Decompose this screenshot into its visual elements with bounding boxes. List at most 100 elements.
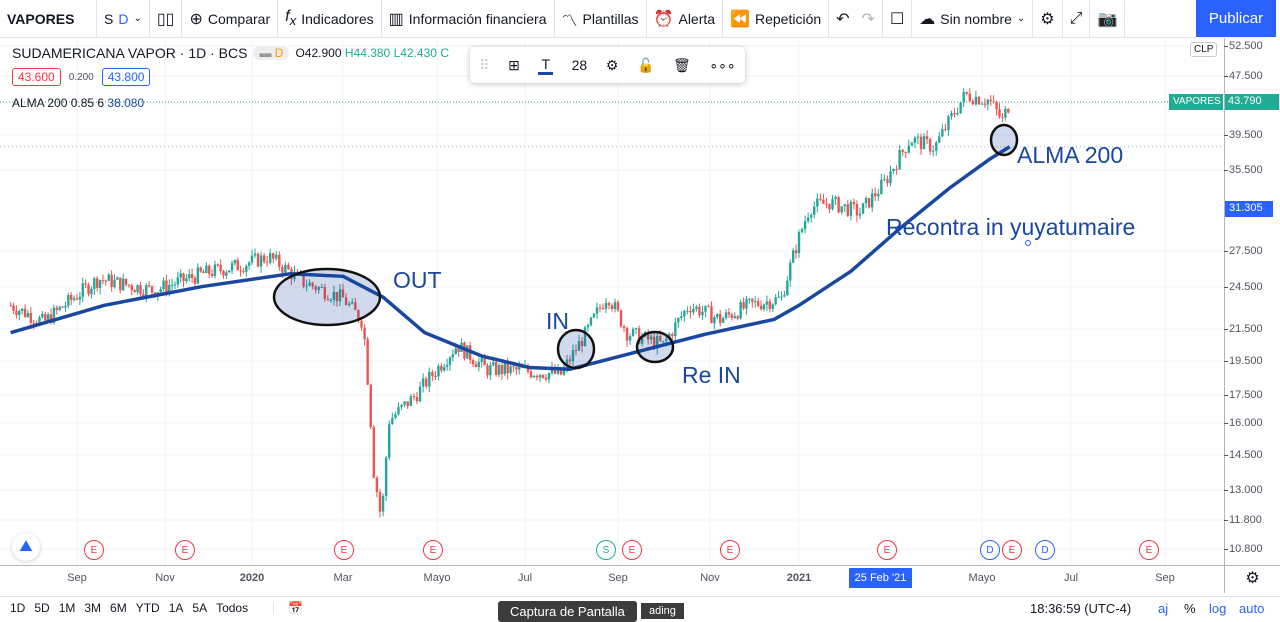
range-button[interactable]: Todos (216, 601, 249, 615)
candle-body (544, 377, 548, 380)
goto-date-icon[interactable]: 📅 (273, 601, 303, 615)
candle-body (64, 305, 67, 308)
event-marker[interactable]: E (1002, 540, 1022, 560)
range-button[interactable]: 5D (34, 601, 50, 615)
chart-pane[interactable] (0, 38, 1224, 565)
layout-button[interactable]: ☐ (883, 0, 913, 37)
event-marker[interactable]: E (84, 540, 104, 560)
gear-icon[interactable]: ⚙ (605, 56, 619, 73)
layout-name-button[interactable]: ☁ Sin nombre ⌄ (912, 0, 1034, 37)
bid-button[interactable]: 43.600 (12, 68, 61, 86)
drawing-floating-toolbar: ⠿ ⊞ T 28 ⚙ 🔓 🗑 ∘∘∘ (470, 47, 745, 83)
text-color-icon[interactable]: T (538, 56, 554, 75)
candle-body (874, 193, 877, 197)
candle-body (302, 274, 305, 287)
font-size-button[interactable]: 28 (571, 57, 588, 73)
event-marker[interactable]: E (175, 540, 195, 560)
event-marker[interactable]: E (877, 540, 897, 560)
candle-body (864, 197, 868, 204)
candle-body (188, 274, 191, 279)
range-button[interactable]: YTD (135, 601, 160, 615)
candle-body (448, 357, 452, 365)
ask-button[interactable]: 43.800 (101, 68, 151, 86)
price-axis[interactable]: 52.500 47.500 39.500 35.500 27.500 24.500 21.5… (1224, 38, 1280, 565)
price-tick-label: 21.500 (1224, 323, 1263, 335)
event-marker[interactable]: E (622, 540, 642, 560)
log-toggle[interactable]: log (1209, 600, 1227, 616)
annotation-out[interactable]: OUT (393, 267, 442, 293)
candle-body (428, 371, 431, 387)
event-marker[interactable]: E (1139, 540, 1159, 560)
candle-body (631, 328, 635, 336)
range-button[interactable]: 1D (10, 601, 26, 615)
event-marker[interactable]: D (1035, 540, 1055, 560)
candle-body (222, 270, 225, 276)
more-icon[interactable]: ∘∘∘ (709, 56, 736, 73)
symbol-search[interactable]: VAPORES (0, 0, 97, 37)
candle-body (646, 332, 650, 340)
annotation-in[interactable]: IN (546, 308, 569, 334)
templates-button[interactable]: 〽 Plantillas (555, 0, 647, 37)
annotation-re-in[interactable]: Re IN (682, 362, 741, 388)
candle-body (1004, 108, 1007, 118)
drag-handle-icon[interactable]: ⠿ (479, 56, 490, 73)
candle-body (803, 221, 807, 230)
candle-body (378, 492, 382, 512)
event-marker[interactable]: S (596, 540, 616, 560)
candle-body (199, 267, 202, 272)
range-button[interactable]: 6M (110, 601, 127, 615)
annotation-recontra[interactable]: Recontra in yuyatumaire (886, 214, 1136, 240)
replay-button[interactable]: ⏪ Repetición (723, 0, 830, 37)
settings-button[interactable]: ⚙ (1033, 0, 1063, 37)
candle-body (509, 366, 512, 374)
candle-body (61, 306, 64, 308)
event-marker[interactable]: E (423, 540, 443, 560)
undo-icon[interactable]: ↶ (836, 10, 850, 28)
clock[interactable]: 18:36:59 (UTC-4) (1030, 600, 1132, 616)
currency-label[interactable]: CLP (1190, 42, 1218, 57)
interval-selector[interactable]: S D ⌄ (97, 0, 150, 37)
bar-chart-icon: ▥ (388, 10, 404, 28)
candle-body (26, 313, 30, 317)
tradingview-logo-icon[interactable]: ⛰ (12, 533, 40, 561)
candle-body (415, 396, 419, 402)
range-button[interactable]: 3M (84, 601, 102, 615)
financials-button[interactable]: ▥ Información financiera (382, 0, 555, 37)
trash-icon[interactable]: 🗑 (673, 56, 691, 73)
time-axis[interactable]: Sep Nov 2020 Mar Mayo Jul Sep Nov 2021 Mayo Jul Sep… (0, 565, 1280, 593)
event-marker[interactable]: D (980, 540, 1000, 560)
candle-body (846, 204, 849, 216)
candle-body (193, 278, 197, 284)
template-icon[interactable]: ⊞ (508, 56, 520, 73)
gear-icon[interactable]: ⚙ (1224, 566, 1280, 593)
chart-type-button[interactable]: ▯▯ (150, 0, 183, 37)
candle-body (311, 282, 314, 287)
unlock-icon[interactable]: 🔓 (636, 56, 655, 73)
range-button[interactable]: 1A (168, 601, 184, 615)
candle-body (950, 113, 953, 117)
indicators-button[interactable]: fx Indicadores (278, 0, 382, 37)
auto-toggle[interactable]: auto (1239, 600, 1265, 616)
candle-body (165, 280, 168, 293)
publish-button[interactable]: Publicar (1196, 0, 1276, 37)
fullscreen-button[interactable]: ⤢ (1063, 0, 1091, 37)
range-button[interactable]: 5A (192, 601, 208, 615)
candle-body (296, 271, 299, 273)
compare-button[interactable]: ⊕ Comparar (182, 0, 279, 37)
candle-body (944, 129, 947, 131)
redo-icon[interactable]: ↷ (861, 10, 875, 28)
event-marker[interactable]: E (334, 540, 354, 560)
candle-body (895, 168, 898, 170)
event-marker[interactable]: E (720, 540, 740, 560)
candle-body (813, 206, 816, 215)
alert-button[interactable]: ⏰ Alerta (647, 0, 724, 37)
candle-body (278, 254, 281, 268)
candle-body (503, 362, 507, 374)
candle-body (662, 340, 665, 342)
percent-toggle[interactable]: % (1184, 600, 1196, 616)
annotation-alma[interactable]: ALMA 200 (1017, 142, 1124, 168)
indicator-legend[interactable]: ALMA 200 0.85 6 38.080 (12, 96, 144, 110)
snapshot-button[interactable]: 📷 (1090, 0, 1126, 37)
range-button[interactable]: 1M (58, 601, 76, 615)
adjust-toggle[interactable]: aj (1158, 600, 1169, 616)
